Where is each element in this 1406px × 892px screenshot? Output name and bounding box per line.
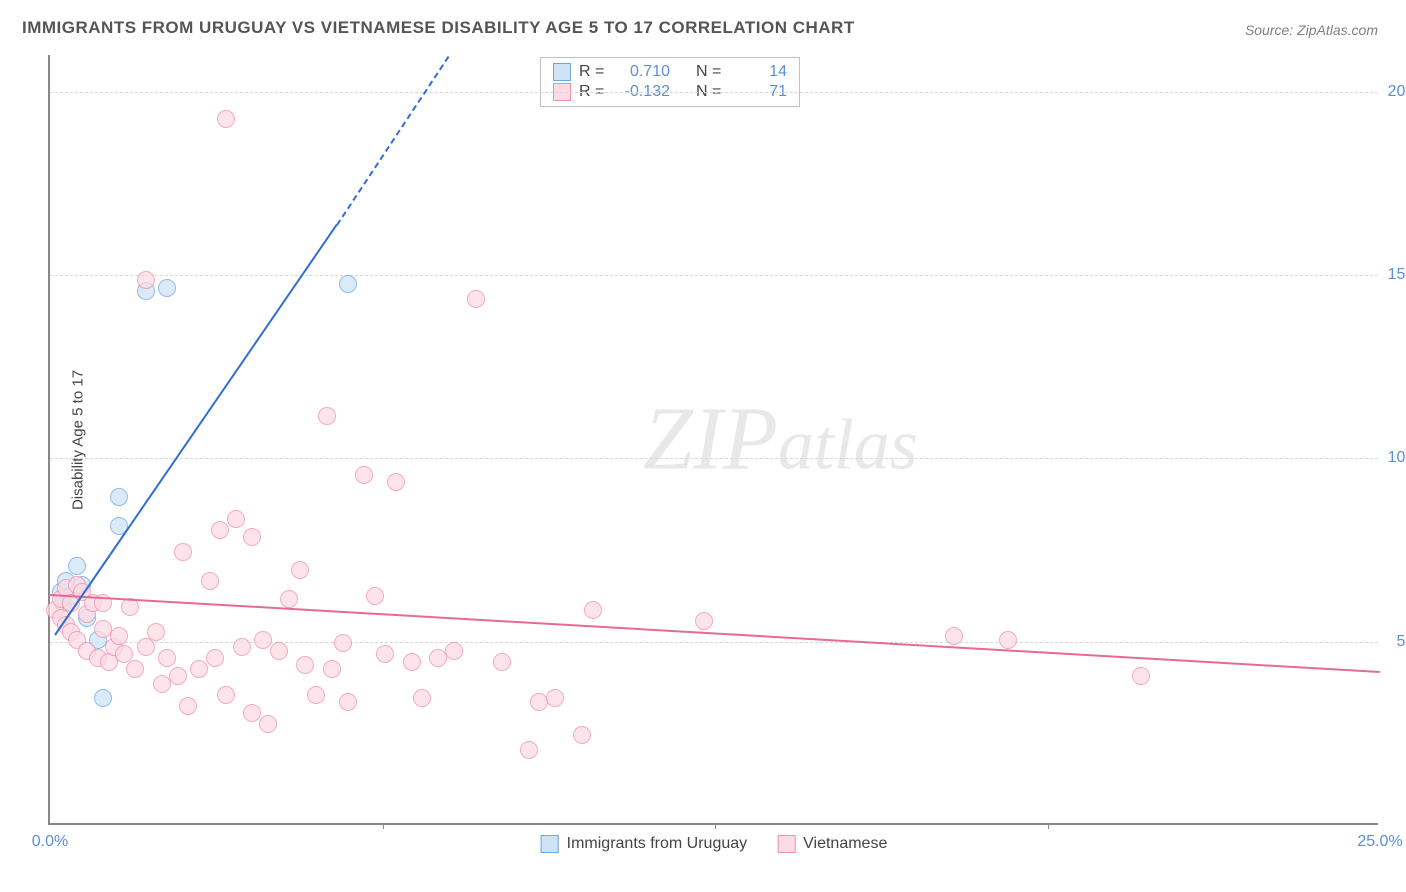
point-vietnamese [254,631,272,649]
stats-box: R = 0.710 N = 14 R = -0.132 N = 71 [540,57,800,107]
point-vietnamese [403,653,421,671]
point-vietnamese [323,660,341,678]
point-vietnamese [413,689,431,707]
point-vietnamese [296,656,314,674]
y-tick-label: 20.0% [1388,83,1406,101]
point-uruguay [94,689,112,707]
trendline-vietnamese [50,594,1380,673]
point-vietnamese [318,407,336,425]
point-vietnamese [233,638,251,656]
point-vietnamese [217,686,235,704]
point-vietnamese [376,645,394,663]
gridline-h [50,275,1378,276]
point-vietnamese [584,601,602,619]
point-vietnamese [137,271,155,289]
trendline-uruguay-extrapolated [336,55,449,225]
point-vietnamese [110,627,128,645]
point-uruguay [339,275,357,293]
legend-swatch-vietnamese [777,835,795,853]
legend-item-uruguay: Immigrants from Uruguay [541,835,748,853]
point-vietnamese [334,634,352,652]
point-vietnamese [211,521,229,539]
point-vietnamese [280,590,298,608]
x-tick-label: 25.0% [1357,833,1402,851]
point-vietnamese [695,612,713,630]
point-vietnamese [573,726,591,744]
legend-item-vietnamese: Vietnamese [777,835,887,853]
legend-swatch-uruguay [541,835,559,853]
point-vietnamese [307,686,325,704]
point-vietnamese [243,528,261,546]
point-vietnamese [366,587,384,605]
chart-title: IMMIGRANTS FROM URUGUAY VS VIETNAMESE DI… [22,18,855,38]
point-vietnamese [270,642,288,660]
point-vietnamese [147,623,165,641]
point-vietnamese [201,572,219,590]
point-vietnamese [520,741,538,759]
x-minor-tick [715,823,716,829]
plot-area: ZIPatlas R = 0.710 N = 14 R = -0.132 N =… [48,55,1378,825]
point-vietnamese [387,473,405,491]
x-minor-tick [1048,823,1049,829]
point-uruguay [68,557,86,575]
point-vietnamese [174,543,192,561]
point-vietnamese [1132,667,1150,685]
point-vietnamese [206,649,224,667]
gridline-h [50,458,1378,459]
point-vietnamese [999,631,1017,649]
point-vietnamese [467,290,485,308]
point-vietnamese [445,642,463,660]
point-vietnamese [339,693,357,711]
y-tick-label: 5.0% [1397,633,1406,651]
point-uruguay [158,279,176,297]
point-vietnamese [169,667,187,685]
point-vietnamese [179,697,197,715]
point-vietnamese [493,653,511,671]
watermark: ZIPatlas [643,388,918,491]
gridline-h [50,92,1378,93]
y-tick-label: 15.0% [1388,266,1406,284]
point-vietnamese [158,649,176,667]
point-vietnamese [259,715,277,733]
point-vietnamese [355,466,373,484]
point-vietnamese [291,561,309,579]
swatch-uruguay [553,63,571,81]
point-vietnamese [190,660,208,678]
x-tick-label: 0.0% [32,833,68,851]
stats-row-uruguay: R = 0.710 N = 14 [553,62,787,82]
x-minor-tick [383,823,384,829]
point-vietnamese [126,660,144,678]
source-attribution: Source: ZipAtlas.com [1245,22,1378,38]
bottom-legend: Immigrants from Uruguay Vietnamese [541,835,888,853]
point-vietnamese [243,704,261,722]
point-vietnamese [945,627,963,645]
y-tick-label: 10.0% [1388,449,1406,467]
point-vietnamese [546,689,564,707]
point-vietnamese [227,510,245,528]
point-uruguay [110,488,128,506]
point-vietnamese [217,110,235,128]
